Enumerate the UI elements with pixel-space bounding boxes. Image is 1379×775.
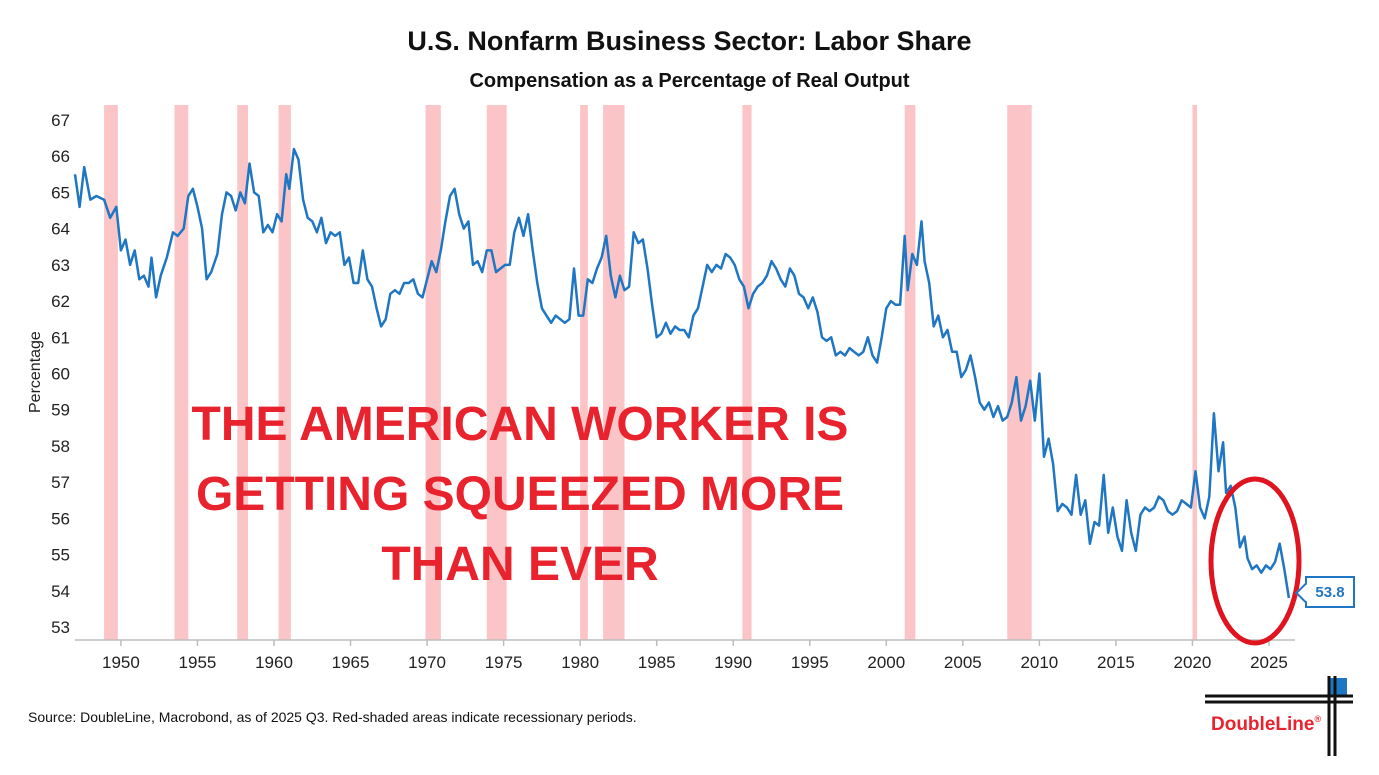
logo-lines-icon bbox=[1205, 676, 1353, 756]
doubleline-logo: DoubleLine® bbox=[1205, 676, 1355, 756]
recession-band-4 bbox=[425, 105, 441, 640]
y-tick-label: 65 bbox=[51, 183, 70, 202]
y-tick-label: 56 bbox=[51, 509, 70, 528]
last-value-callout: 53.8 bbox=[1305, 576, 1355, 608]
chart-subtitle: Compensation as a Percentage of Real Out… bbox=[469, 70, 910, 92]
y-tick-label: 54 bbox=[51, 582, 70, 601]
y-tick-label: 60 bbox=[51, 365, 70, 384]
y-tick-label: 64 bbox=[51, 220, 70, 239]
x-tick-label: 1990 bbox=[714, 653, 752, 672]
highlight-circle bbox=[1208, 476, 1302, 646]
x-tick-label: 2015 bbox=[1097, 653, 1135, 672]
y-tick-label: 62 bbox=[51, 292, 70, 311]
chart-title: U.S. Nonfarm Business Sector: Labor Shar… bbox=[407, 26, 972, 56]
recession-band-9 bbox=[904, 105, 916, 640]
x-axis-ticks: 1950 1955 1960 1965 1970 1975 1980 1985 1990 1995… bbox=[102, 640, 1288, 672]
x-tick-label: 1950 bbox=[102, 653, 140, 672]
x-tick-label: 2020 bbox=[1174, 653, 1212, 672]
x-tick-label: 1960 bbox=[255, 653, 293, 672]
x-tick-label: 1970 bbox=[408, 653, 446, 672]
recession-band-8 bbox=[742, 105, 752, 640]
labor-share-line bbox=[73, 147, 1291, 599]
x-tick-label: 1965 bbox=[332, 653, 370, 672]
x-tick-label: 2025 bbox=[1250, 653, 1288, 672]
recession-band-10 bbox=[1007, 105, 1032, 640]
y-tick-label: 61 bbox=[51, 328, 70, 347]
y-tick-label: 59 bbox=[51, 401, 70, 420]
x-tick-label: 1995 bbox=[791, 653, 829, 672]
recession-band-5 bbox=[486, 105, 507, 640]
x-tick-label: 2005 bbox=[944, 653, 982, 672]
recession-band-2 bbox=[237, 105, 248, 640]
recession-band-11 bbox=[1192, 105, 1198, 640]
y-tick-label: 58 bbox=[51, 437, 70, 456]
x-tick-label: 1985 bbox=[638, 653, 676, 672]
source-note: Source: DoubleLine, Macrobond, as of 202… bbox=[28, 709, 637, 725]
recession-band-6 bbox=[580, 105, 588, 640]
x-tick-label: 1955 bbox=[179, 653, 217, 672]
x-tick-label: 1975 bbox=[485, 653, 523, 672]
x-tick-label: 2010 bbox=[1020, 653, 1058, 672]
recession-band-7 bbox=[603, 105, 625, 640]
recession-bands bbox=[104, 105, 1198, 640]
y-tick-label: 67 bbox=[51, 111, 70, 130]
annotation-headline: THE AMERICAN WORKER IS GETTING SQUEEZED … bbox=[191, 398, 849, 591]
y-tick-label: 53 bbox=[51, 618, 70, 637]
x-tick-label: 1980 bbox=[561, 653, 599, 672]
y-axis-ticks: 53 54 55 56 57 58 59 60 61 62 63 64 65 66 67 bbox=[51, 111, 70, 637]
y-tick-label: 55 bbox=[51, 546, 70, 565]
recession-band-1 bbox=[174, 105, 189, 640]
y-tick-label: 66 bbox=[51, 147, 70, 166]
recession-band-3 bbox=[278, 105, 291, 640]
logo-text: DoubleLine® bbox=[1211, 714, 1322, 735]
y-tick-label: 63 bbox=[51, 256, 70, 275]
recession-band-0 bbox=[104, 105, 118, 640]
x-tick-label: 2000 bbox=[867, 653, 905, 672]
y-tick-label: 57 bbox=[51, 473, 70, 492]
